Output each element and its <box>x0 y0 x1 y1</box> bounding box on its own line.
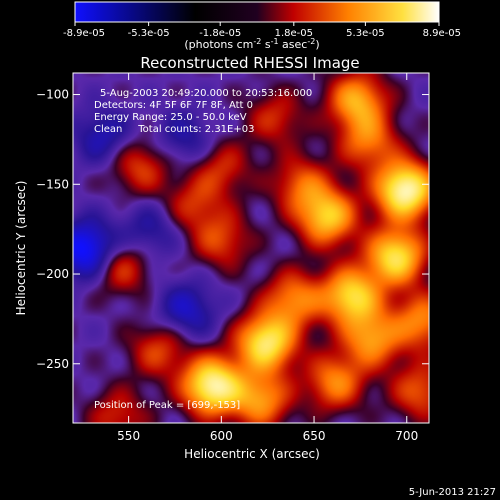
heatmap-image <box>73 73 429 423</box>
x-axis-label: Heliocentric X (arcsec) <box>184 447 320 461</box>
annotation-block: 5-Aug-2003 20:49:20.000 to 20:53:16.000 … <box>94 88 312 135</box>
heatmap-canvas <box>73 73 429 423</box>
plot-frame <box>72 72 430 424</box>
colorbar-tick-label: 8.9e-05 <box>423 28 461 39</box>
colorbar-tick-label: -5.3e-05 <box>128 28 170 39</box>
annotation-detectors: Detectors: 4F 5F 6F 7F 8F, Att 0 <box>94 100 253 111</box>
colorbar-tick-label: -1.8e-05 <box>199 28 241 39</box>
annotation-counts: Clean Total counts: 2.31E+03 <box>94 124 254 135</box>
chart-title: Reconstructed RHESSI Image <box>140 54 359 72</box>
x-tick-label: 600 <box>210 429 233 443</box>
colorbar-unit: (photons cm-2 s-1 asec-2) <box>184 37 319 51</box>
colorbar <box>74 1 440 23</box>
y-axis-label: Heliocentric Y (arcsec) <box>14 181 28 316</box>
peak-position-label: Position of Peak = [699,-153] <box>94 400 240 411</box>
annotation-time-range: 5-Aug-2003 20:49:20.000 to 20:53:16.000 <box>100 88 312 99</box>
y-tick-label: −150 <box>36 177 69 191</box>
annotation-energy: Energy Range: 25.0 - 50.0 keV <box>94 112 247 123</box>
y-tick-label: −100 <box>36 88 69 102</box>
colorbar-tick-label: 5.3e-05 <box>346 28 384 39</box>
x-tick-label: 650 <box>303 429 326 443</box>
x-tick-label: 700 <box>395 429 418 443</box>
y-tick-label: −200 <box>36 267 69 281</box>
colorbar-tick-label: 1.8e-05 <box>275 28 313 39</box>
x-tick-label: 550 <box>117 429 140 443</box>
y-tick-label: −250 <box>36 357 69 371</box>
axis-ticks: 550 600 650 700 −100 −150 −200 −250 <box>36 73 429 443</box>
colorbar-tick-label: -8.9e-05 <box>63 28 105 39</box>
timestamp: 5-Jun-2013 21:27 <box>409 487 496 498</box>
colorbar-ticks: -8.9e-05 -5.3e-05 -1.8e-05 1.8e-05 5.3e-05 8.… <box>63 22 461 39</box>
